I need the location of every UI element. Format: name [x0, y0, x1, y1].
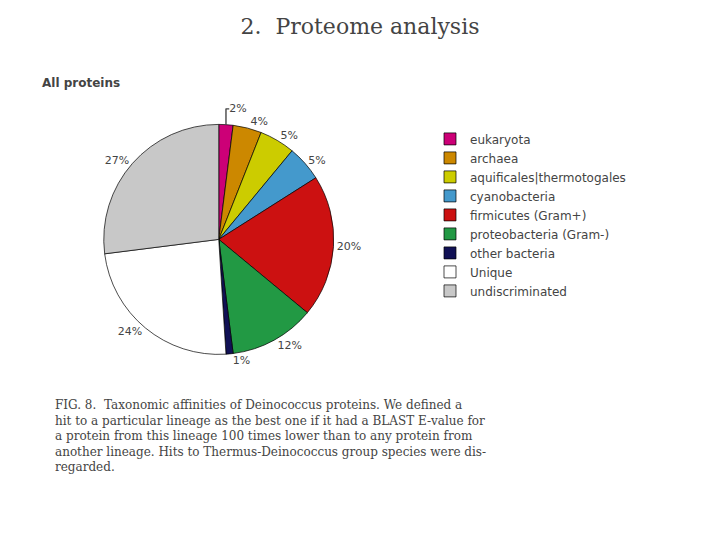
- svg-text:aquificales|thermotogales: aquificales|thermotogales: [470, 171, 626, 185]
- svg-text:eukaryota: eukaryota: [470, 133, 531, 147]
- svg-text:other bacteria: other bacteria: [470, 247, 555, 261]
- svg-text:Unique: Unique: [470, 266, 512, 280]
- svg-text:FIG. 8. Taxonomic affinities: FIG. 8. Taxonomic affinities of Deinococ…: [55, 398, 486, 474]
- svg-text:5%: 5%: [281, 129, 298, 142]
- svg-text:archaea: archaea: [470, 152, 518, 166]
- svg-text:undiscriminated: undiscriminated: [470, 285, 567, 299]
- svg-text:4%: 4%: [251, 115, 268, 128]
- svg-text:20%: 20%: [337, 240, 361, 253]
- svg-text:All proteins: All proteins: [42, 76, 120, 90]
- svg-text:1%: 1%: [233, 354, 250, 367]
- svg-text:12%: 12%: [277, 339, 301, 352]
- svg-text:24%: 24%: [118, 325, 142, 338]
- svg-text:2%: 2%: [229, 102, 246, 115]
- svg-text:cyanobacteria: cyanobacteria: [470, 190, 555, 204]
- svg-text:27%: 27%: [105, 154, 129, 167]
- svg-text:5%: 5%: [308, 154, 325, 167]
- svg-text:2. Proteome analysis: 2. Proteome analysis: [240, 14, 479, 39]
- svg-text:proteobacteria (Gram-): proteobacteria (Gram-): [470, 228, 609, 242]
- svg-text:firmicutes (Gram+): firmicutes (Gram+): [470, 209, 586, 223]
